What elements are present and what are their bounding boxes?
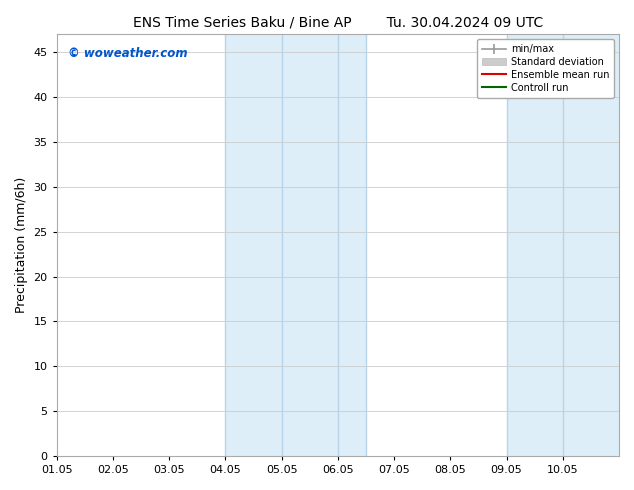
Legend: min/max, Standard deviation, Ensemble mean run, Controll run: min/max, Standard deviation, Ensemble me… — [477, 39, 614, 98]
Title: ENS Time Series Baku / Bine AP        Tu. 30.04.2024 09 UTC: ENS Time Series Baku / Bine AP Tu. 30.04… — [133, 15, 543, 29]
Bar — [226, 34, 366, 456]
Y-axis label: Precipitation (mm/6h): Precipitation (mm/6h) — [15, 177, 28, 313]
Text: © woweather.com: © woweather.com — [68, 47, 188, 60]
Bar — [507, 34, 619, 456]
